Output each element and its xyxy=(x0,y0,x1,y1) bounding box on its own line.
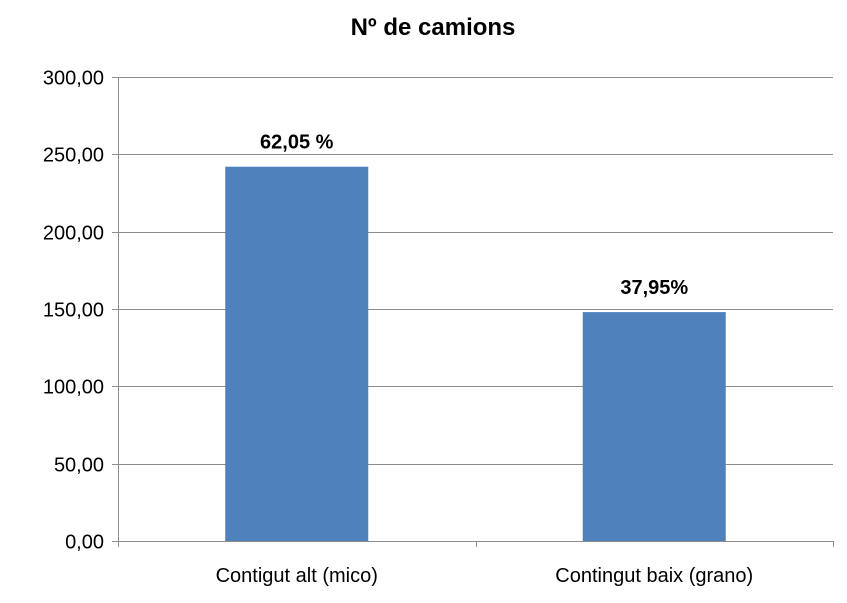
bar xyxy=(582,312,726,541)
y-tick-label: 0,00 xyxy=(65,532,104,554)
axes xyxy=(112,77,834,547)
chart-title: Nº de camions xyxy=(351,14,516,41)
bar-data-label: 37,95% xyxy=(620,277,688,299)
y-tick-label: 200,00 xyxy=(43,223,104,245)
y-tick-label: 100,00 xyxy=(43,377,104,399)
bar xyxy=(225,166,369,541)
x-category-label: Contingut baix (grano) xyxy=(555,565,753,587)
x-category-labels: Contigut alt (mico) Contingut baix (grano… xyxy=(216,565,754,587)
y-tick-labels: 0,00 50,00 100,00 150,00 200,00 250,00 300,00 xyxy=(43,68,104,554)
y-tick-label: 300,00 xyxy=(43,68,104,90)
bar-data-label: 62,05 % xyxy=(260,132,334,154)
x-category-label: Contigut alt (mico) xyxy=(216,565,378,587)
y-tick-label: 250,00 xyxy=(43,145,104,167)
bars xyxy=(225,166,726,541)
y-tick-label: 150,00 xyxy=(43,300,104,322)
y-tick-label: 50,00 xyxy=(54,455,104,477)
data-labels: 62,05 % 37,95% xyxy=(260,132,688,299)
